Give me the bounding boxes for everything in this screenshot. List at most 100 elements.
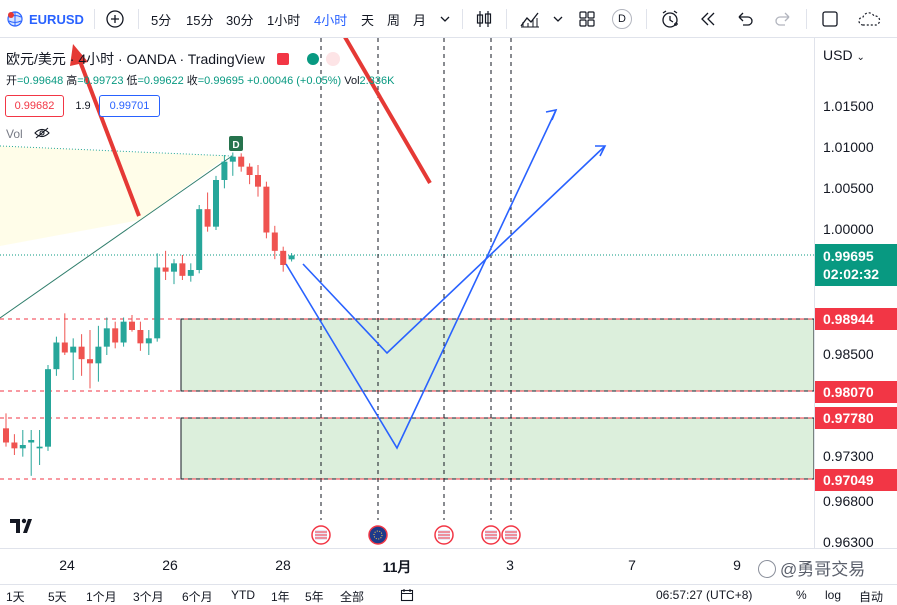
candle-body — [70, 346, 77, 353]
candlestick-chart[interactable]: D — [0, 38, 814, 548]
currency-selector[interactable]: USD ⌄ — [823, 47, 865, 63]
open-value: =0.99648 — [17, 75, 64, 87]
candle-body — [213, 180, 219, 227]
candle-body — [137, 330, 144, 344]
candles-group — [3, 152, 295, 476]
eu-flag-icon — [373, 530, 383, 540]
projection-path-deep[interactable] — [285, 109, 557, 450]
interval-30m[interactable]: 30分 — [226, 12, 254, 28]
range-1y[interactable]: 1年 — [271, 590, 290, 604]
chart-style-button[interactable] — [473, 0, 495, 38]
interval-1h[interactable]: 1小时 — [267, 12, 301, 28]
clock-readout[interactable]: 06:57:27 (UTC+8) — [656, 588, 753, 602]
interval-4h[interactable]: 4小时 — [314, 12, 348, 28]
symbol-search[interactable]: EURUSD — [6, 0, 84, 38]
log-toggle[interactable]: log — [825, 588, 842, 602]
fullscreen-button[interactable] — [820, 0, 840, 38]
range-6m[interactable]: 6个月 — [182, 590, 213, 604]
time-scale[interactable]: 24 26 28 11月 3 7 9 @勇哥交易 — [0, 548, 897, 584]
volume-legend: Vol — [6, 127, 50, 141]
menu-icon[interactable] — [326, 52, 341, 66]
range-1d[interactable]: 1天 — [6, 590, 25, 604]
auto-toggle[interactable]: 自动 — [859, 590, 884, 604]
candle-body — [221, 161, 228, 180]
watermark-text: @勇哥交易 — [780, 560, 866, 579]
tradingview-logo-icon[interactable] — [10, 518, 32, 533]
candle-body — [263, 186, 270, 233]
event-icons[interactable] — [311, 525, 521, 545]
divider — [646, 9, 647, 29]
range-all[interactable]: 全部 — [340, 590, 365, 604]
interval-week[interactable]: 周 — [387, 12, 401, 28]
flag-icon — [276, 53, 289, 65]
sell-price-box[interactable]: 0.99682 — [5, 95, 64, 117]
rewind-icon — [701, 12, 715, 26]
interval-15m[interactable]: 15分 — [186, 12, 214, 28]
level-label[interactable]: 0.97780 — [815, 407, 897, 429]
current-price-label: 0.99695 02:02:32 — [815, 244, 897, 286]
range-ytd[interactable]: YTD — [231, 588, 255, 602]
price-tick: 1.00500 — [823, 180, 874, 196]
candle-body — [45, 369, 51, 447]
alert-button[interactable] — [659, 0, 681, 38]
watermark: @勇哥交易 — [758, 555, 865, 580]
layout-button[interactable] — [577, 0, 597, 38]
zone-lower[interactable] — [180, 417, 814, 480]
eye-hidden-icon[interactable] — [34, 127, 50, 139]
volume-label: Vol — [6, 127, 23, 141]
candle-body — [120, 321, 127, 343]
globe-icon — [7, 11, 23, 27]
zone-upper[interactable] — [180, 318, 814, 392]
interval-day[interactable]: 天 — [361, 12, 375, 28]
close-label: 收 — [186, 75, 198, 87]
candle-body — [145, 338, 152, 344]
percent-toggle[interactable]: % — [796, 588, 807, 602]
high-label: 高 — [66, 75, 78, 87]
interval-5m[interactable]: 5分 — [151, 12, 172, 28]
level-label[interactable]: 0.98070 — [815, 381, 897, 403]
range-1m[interactable]: 1个月 — [86, 590, 117, 604]
interval-month[interactable]: 月 — [413, 12, 427, 28]
level-label[interactable]: 0.98944 — [815, 308, 897, 330]
price-tick: 0.96800 — [823, 493, 874, 509]
chevron-down-icon — [440, 16, 450, 22]
candle-body — [246, 166, 253, 175]
divider — [94, 9, 95, 29]
cloud-save-button[interactable] — [856, 0, 882, 38]
candle-body — [204, 209, 211, 227]
compare-add-button[interactable] — [104, 0, 126, 38]
open-label: 开 — [6, 75, 17, 87]
range-5d[interactable]: 5天 — [48, 590, 67, 604]
candle-body — [271, 232, 278, 251]
candle-body — [171, 263, 177, 272]
d-badge-button[interactable]: D — [612, 0, 632, 38]
chart-pane[interactable]: D — [0, 38, 814, 548]
low-value: =0.99622 — [137, 75, 184, 87]
candle-body — [162, 267, 169, 272]
redo-button[interactable] — [773, 0, 793, 38]
indicators-dropdown[interactable] — [552, 0, 564, 38]
ohlc-values: 开=0.99648 高=0.99723 低=0.99622 收=0.99695 … — [6, 72, 394, 88]
undo-button[interactable] — [735, 0, 755, 38]
candle-body — [229, 156, 236, 162]
candle-body — [187, 270, 194, 276]
time-tick: 3 — [506, 557, 514, 573]
dividend-marker[interactable] — [229, 136, 243, 151]
indicators-button[interactable] — [518, 0, 542, 38]
date-range-icon[interactable] — [400, 588, 414, 605]
chevron-down-icon: ⌄ — [856, 52, 865, 63]
candle-body — [129, 321, 135, 330]
red-arrow-symbol — [76, 55, 141, 217]
candle-body — [36, 446, 43, 449]
projection-path-shallow[interactable] — [302, 145, 606, 355]
level-label[interactable]: 0.97049 — [815, 469, 897, 491]
range-3m[interactable]: 3个月 — [133, 590, 164, 604]
replay-button[interactable] — [697, 0, 719, 38]
candle-body — [61, 342, 68, 353]
price-scale[interactable]: USD ⌄ 1.01500 1.01000 1.00500 1.00000 0.… — [814, 38, 897, 550]
interval-dropdown[interactable] — [439, 0, 451, 38]
us-flag-icon — [485, 531, 497, 539]
square-icon — [822, 11, 838, 27]
buy-price-box[interactable]: 0.99701 — [99, 95, 160, 117]
range-5y[interactable]: 5年 — [305, 590, 324, 604]
